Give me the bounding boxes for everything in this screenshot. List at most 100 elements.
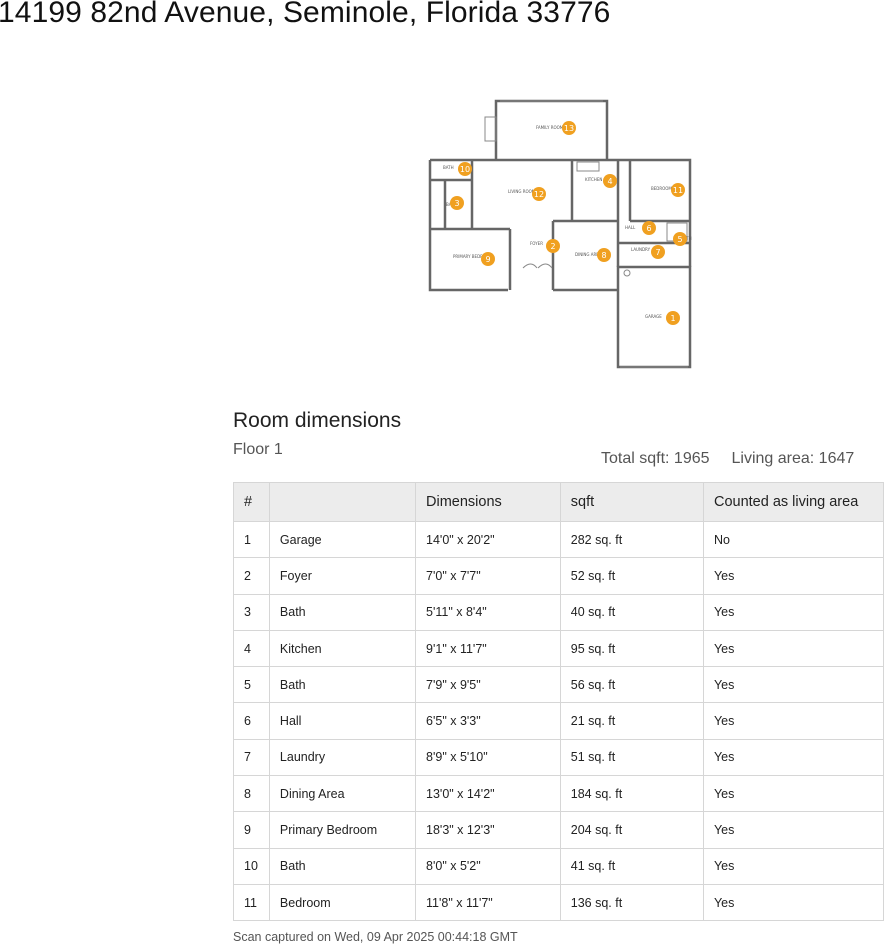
room-number: 4 — [233, 629, 270, 668]
room-living-flag: Yes — [702, 702, 884, 740]
label-dining-area: DINING AREA — [575, 252, 602, 257]
room-marker-8[interactable]: 8 — [597, 248, 611, 262]
room-marker-circle — [562, 121, 576, 135]
room-sqft: 282 sq. ft — [559, 520, 704, 559]
room-dimensions: 9'1" x 11'7" — [415, 629, 561, 668]
room-marker-number: 5 — [677, 235, 682, 244]
room-dimensions: 13'0" x 14'2" — [415, 775, 561, 813]
room-number: 11 — [233, 883, 270, 922]
room-dimensions: 11'8" x 11'7" — [415, 883, 561, 922]
room-marker-circle — [642, 221, 656, 235]
room-marker-7[interactable]: 7 — [651, 245, 665, 259]
label-laundry: LAUNDRY — [631, 247, 651, 252]
room-living-flag: Yes — [702, 775, 884, 813]
floor-label: Floor 1 — [233, 441, 283, 458]
room-marker-10[interactable]: 10 — [458, 162, 472, 176]
room-marker-circle — [651, 245, 665, 259]
room-living-flag: Yes — [702, 883, 884, 922]
room-marker-number: 11 — [673, 186, 683, 195]
room-sqft: 204 sq. ft — [559, 811, 704, 849]
room-marker-9[interactable]: 9 — [481, 252, 495, 266]
table-header-row: # Dimensions sqft Counted as living area — [233, 482, 884, 522]
room-sqft: 52 sq. ft — [559, 557, 704, 595]
room-number: 5 — [233, 666, 270, 704]
room-name: Bath — [268, 847, 417, 885]
label-living-room: LIVING ROOM — [508, 189, 536, 194]
room-name: Primary Bedroom — [268, 811, 417, 849]
room-number: 2 — [233, 557, 270, 595]
room-marker-number: 4 — [607, 177, 612, 186]
room-sqft: 56 sq. ft — [559, 666, 704, 704]
room-marker-2[interactable]: 2 — [546, 239, 560, 253]
room-marker-number: 9 — [485, 255, 490, 264]
column-header-sqft: sqft — [559, 482, 704, 522]
room-marker-number: 2 — [550, 242, 555, 251]
room-marker-circle — [532, 187, 546, 201]
property-address: 14199 82nd Avenue, Seminole, Florida 337… — [0, 0, 611, 29]
room-sqft: 41 sq. ft — [559, 847, 704, 885]
room-marker-circle — [450, 196, 464, 210]
floor-plan-details — [484, 100, 688, 368]
room-number: 3 — [233, 593, 270, 631]
room-living-flag: No — [702, 520, 884, 559]
room-marker-number: 12 — [534, 190, 544, 199]
column-header-number: # — [233, 482, 270, 522]
label-family-room: FAMILY ROOM — [536, 125, 564, 130]
room-number: 7 — [233, 738, 270, 777]
room-marker-13[interactable]: 13 — [562, 121, 576, 135]
room-name: Laundry — [268, 738, 417, 777]
room-marker-number: 13 — [564, 124, 574, 133]
room-marker-number: 10 — [460, 165, 470, 174]
room-living-flag: Yes — [702, 811, 884, 849]
living-area: Living area: 1647 — [731, 450, 855, 467]
room-marker-11[interactable]: 11 — [671, 183, 685, 197]
room-number: 1 — [233, 520, 270, 559]
room-marker-4[interactable]: 4 — [603, 174, 617, 188]
room-marker-6[interactable]: 6 — [642, 221, 656, 235]
column-header-room — [268, 482, 417, 522]
room-living-flag: Yes — [702, 738, 884, 777]
room-sqft: 136 sq. ft — [559, 883, 704, 922]
room-name: Foyer — [268, 557, 417, 595]
table-row: 6 Hall 6'5" x 3'3" 21 sq. ft Yes — [233, 702, 884, 740]
section-title: Room dimensions — [233, 409, 402, 432]
room-marker-circle — [597, 248, 611, 262]
room-marker-circle — [481, 252, 495, 266]
room-living-flag: Yes — [702, 557, 884, 595]
room-marker-circle — [671, 183, 685, 197]
room-living-flag: Yes — [702, 847, 884, 885]
column-header-living-area: Counted as living area — [702, 482, 884, 522]
room-marker-circle — [673, 232, 687, 246]
room-sqft: 184 sq. ft — [559, 775, 704, 813]
label-primary-bedroom: PRIMARY BEDRM — [453, 254, 487, 259]
room-name: Kitchen — [268, 629, 417, 668]
room-marker-number: 3 — [454, 199, 459, 208]
room-name: Bedroom — [268, 883, 417, 922]
room-marker-12[interactable]: 12 — [532, 187, 546, 201]
room-marker-3[interactable]: 3 — [450, 196, 464, 210]
room-dimensions: 5'11" x 8'4" — [415, 593, 561, 631]
table-row: 10 Bath 8'0" x 5'2" 41 sq. ft Yes — [233, 847, 884, 885]
room-living-flag: Yes — [702, 629, 884, 668]
label-bath-top: BATH — [443, 165, 454, 170]
scan-timestamp: Scan captured on Wed, 09 Apr 2025 00:44:… — [233, 930, 518, 944]
column-header-dimensions: Dimensions — [415, 482, 561, 522]
room-sqft: 21 sq. ft — [559, 702, 704, 740]
table-row: 2 Foyer 7'0" x 7'7" 52 sq. ft Yes — [233, 557, 884, 595]
room-dimensions: 7'9" x 9'5" — [415, 666, 561, 704]
room-dimensions: 8'0" x 5'2" — [415, 847, 561, 885]
room-living-flag: Yes — [702, 593, 884, 631]
table-row: 9 Primary Bedroom 18'3" x 12'3" 204 sq. ft Y… — [233, 811, 884, 849]
room-marker-number: 1 — [670, 314, 675, 323]
room-number: 9 — [233, 811, 270, 849]
room-marker-1[interactable]: 1 — [666, 311, 680, 325]
room-marker-5[interactable]: 5 — [673, 232, 687, 246]
table-row: 3 Bath 5'11" x 8'4" 40 sq. ft Yes — [233, 593, 884, 631]
label-kitchen: KITCHEN — [585, 177, 602, 182]
area-totals: Total sqft: 1965 Living area: 1647 — [601, 450, 854, 468]
total-sqft: Total sqft: 1965 — [601, 450, 710, 467]
room-number: 8 — [233, 775, 270, 813]
room-dimensions: 14'0" x 20'2" — [415, 520, 561, 559]
room-name: Bath — [268, 593, 417, 631]
